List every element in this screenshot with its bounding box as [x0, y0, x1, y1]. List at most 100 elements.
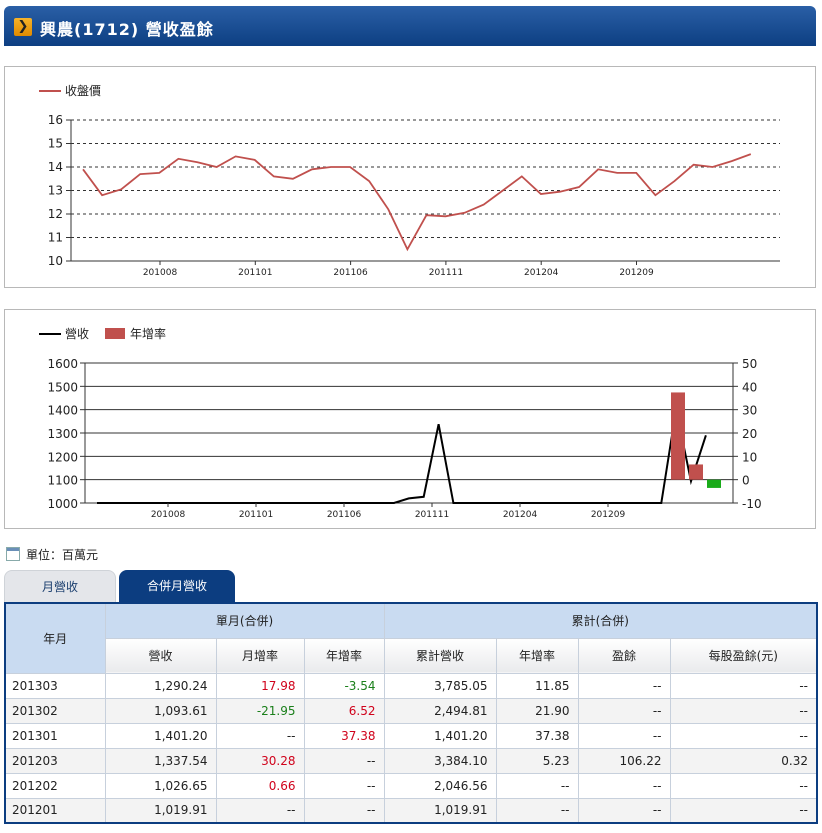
cell-year-month: 201201 [4, 797, 106, 824]
cell-yoy: -- [303, 797, 385, 824]
cell-cum-yoy: 5.23 [495, 747, 579, 774]
price-chart-panel: 收盤價 16 15 14 13 12 11 10 201008 201101 201106 20111… [4, 66, 816, 288]
table-row: 201203 1,337.54 30.28 -- 3,384.10 5.23 106.22 0… [4, 747, 818, 774]
y-tick-label-left: 1600 [47, 357, 78, 371]
arrow-icon: ❯ [14, 18, 32, 36]
y-tick-label-right: 20 [742, 427, 757, 441]
x-tick-label: 201101 [239, 510, 273, 520]
y-tick-label-right: 10 [742, 450, 757, 464]
x-tick-label: 201204 [524, 268, 559, 278]
cell-mom: -21.95 [215, 697, 305, 724]
x-tick-label: 201008 [143, 268, 178, 278]
cell-cum-yoy: -- [495, 772, 579, 799]
legend-label-close-price: 收盤價 [65, 84, 101, 98]
cell-yoy: 6.52 [303, 697, 385, 724]
cell-revenue: 1,093.61 [104, 697, 217, 724]
cell-mom: -- [215, 797, 305, 824]
header-eps: 每股盈餘(元) [669, 637, 818, 674]
header-mom: 月增率 [215, 637, 305, 674]
cell-mom: -- [215, 722, 305, 749]
y-tick-label-left: 1200 [47, 450, 78, 464]
cell-earnings: -- [577, 797, 671, 824]
cell-cum-revenue: 3,384.10 [383, 747, 497, 774]
legend-label-revenue: 營收 [65, 327, 89, 341]
cell-earnings: -- [577, 672, 671, 699]
y-tick-label-left: 1500 [47, 380, 78, 394]
yoy-bar [671, 392, 685, 480]
cell-revenue: 1,290.24 [104, 672, 217, 699]
y-tick-label-left: 1300 [47, 427, 78, 441]
y-tick-label-right: 0 [742, 474, 750, 488]
cell-cum-yoy: 37.38 [495, 722, 579, 749]
page-title: 興農(1712) 營收盈餘 [40, 20, 214, 39]
cell-earnings: -- [577, 697, 671, 724]
x-tick-label: 201101 [238, 268, 272, 278]
cell-mom: 30.28 [215, 747, 305, 774]
legend-label-yoy: 年增率 [130, 326, 166, 341]
y-tick-label-right: -10 [742, 497, 762, 511]
cell-revenue: 1,337.54 [104, 747, 217, 774]
x-tick-label: 201111 [415, 510, 449, 520]
cell-eps: -- [669, 797, 818, 824]
cell-eps: -- [669, 672, 818, 699]
cell-cum-yoy: -- [495, 797, 579, 824]
cell-earnings: 106.22 [577, 747, 671, 774]
unit-label: 單位：百萬元 [26, 548, 99, 562]
legend-bar-swatch [105, 328, 125, 339]
close-price-series [82, 153, 752, 252]
cell-cum-revenue: 1,019.91 [383, 797, 497, 824]
table-row: 201202 1,026.65 0.66 -- 2,046.56 -- -- -- [4, 772, 818, 799]
yoy-bar [689, 464, 703, 480]
x-tick-label: 201209 [591, 510, 626, 520]
tab-consolidated-monthly-revenue[interactable]: 合併月營收 [119, 570, 235, 603]
page-header: ❯ 興農(1712) 營收盈餘 [4, 6, 816, 46]
cell-year-month: 201301 [4, 722, 106, 749]
y-tick-label: 11 [48, 231, 63, 245]
cell-revenue: 1,019.91 [104, 797, 217, 824]
y-tick-label-right: 30 [742, 404, 757, 418]
cell-cum-revenue: 2,494.81 [383, 697, 497, 724]
header-group-single-month: 單月(合併) [104, 602, 385, 639]
header-cum-revenue: 累計營收 [383, 637, 497, 674]
cell-year-month: 201203 [4, 747, 106, 774]
cell-cum-revenue: 3,785.05 [383, 672, 497, 699]
cell-revenue: 1,026.65 [104, 772, 217, 799]
y-tick-label-left: 1100 [47, 474, 78, 488]
x-tick-label: 201209 [619, 268, 654, 278]
revenue-chart: 營收 年增率 1600 1500 1400 1300 1200 1100 1000 50 40 30 2… [39, 326, 762, 520]
table-row: 201201 1,019.91 -- -- 1,019.91 -- -- -- [4, 797, 818, 824]
table-row: 201301 1,401.20 -- 37.38 1,401.20 37.38 -- -- [4, 722, 818, 749]
cell-revenue: 1,401.20 [104, 722, 217, 749]
y-tick-label: 16 [48, 113, 63, 127]
y-tick-label-right: 40 [742, 380, 757, 394]
cell-eps: -- [669, 697, 818, 724]
x-tick-label: 201106 [333, 268, 368, 278]
x-tick-label: 201204 [503, 510, 538, 520]
y-tick-label: 13 [48, 184, 63, 198]
header-earnings: 盈餘 [577, 637, 671, 674]
y-tick-label-right: 50 [742, 357, 757, 371]
y-tick-label-left: 1400 [47, 404, 78, 418]
cell-cum-revenue: 1,401.20 [383, 722, 497, 749]
cell-yoy: -- [303, 772, 385, 799]
cell-eps: 0.32 [669, 747, 818, 774]
cell-earnings: -- [577, 722, 671, 749]
cell-earnings: -- [577, 772, 671, 799]
cell-yoy: -3.54 [303, 672, 385, 699]
tab-monthly-revenue[interactable]: 月營收 [4, 570, 116, 603]
y-tick-label: 12 [48, 207, 63, 221]
header-group-cumulative: 累計(合併) [383, 602, 818, 639]
cell-cum-yoy: 21.90 [495, 697, 579, 724]
cell-year-month: 201302 [4, 697, 106, 724]
x-tick-label: 201106 [327, 510, 362, 520]
yoy-bar [707, 479, 721, 488]
cell-year-month: 201202 [4, 772, 106, 799]
revenue-chart-panel: 營收 年增率 1600 1500 1400 1300 1200 1100 1000 50 40 30 2… [4, 309, 816, 529]
cell-yoy: -- [303, 747, 385, 774]
y-tick-label: 10 [48, 254, 63, 268]
cell-eps: -- [669, 772, 818, 799]
y-tick-label: 14 [48, 160, 63, 174]
y-tick-label: 15 [48, 137, 63, 151]
x-tick-label: 201111 [429, 268, 463, 278]
y-tick-label-left: 1000 [47, 497, 78, 511]
